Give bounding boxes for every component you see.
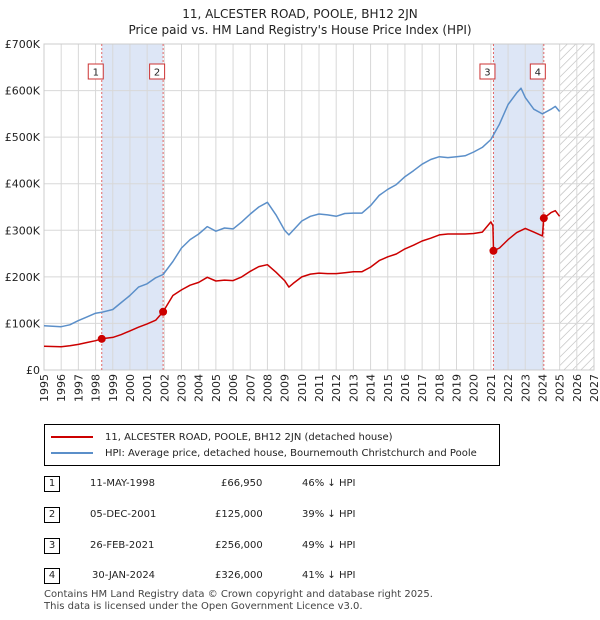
- x-tick-label: 2004: [193, 374, 206, 402]
- sale-label-number: 1: [93, 68, 99, 79]
- x-tick-label: 2015: [382, 374, 395, 402]
- x-tick-label: 1999: [107, 374, 120, 402]
- legend: 11, ALCESTER ROAD, POOLE, BH12 2JN (deta…: [44, 424, 500, 466]
- x-tick-label: 2014: [365, 374, 378, 402]
- x-tick-label: 1996: [55, 374, 68, 402]
- x-tick-label: 2019: [451, 374, 464, 402]
- transaction-date: 05-DEC-2001: [90, 509, 157, 520]
- x-tick-label: 2013: [347, 374, 360, 402]
- transaction-number: 4: [44, 568, 60, 584]
- y-tick-label: £300K: [5, 224, 41, 237]
- sale-point: [97, 334, 106, 343]
- x-tick-label: 2016: [399, 374, 412, 402]
- sale-period-band: [101, 44, 164, 370]
- legend-item-hpi: HPI: Average price, detached house, Bour…: [51, 445, 477, 461]
- x-tick-label: 2026: [571, 374, 584, 402]
- x-tick-label: 2007: [244, 374, 257, 402]
- x-tick-label: 2027: [588, 374, 600, 402]
- sale-label-box: [149, 63, 166, 80]
- transaction-number: 2: [44, 507, 60, 523]
- y-tick-label: £400K: [5, 178, 41, 191]
- y-tick-label: £100K: [5, 317, 41, 330]
- sale-label-box: [529, 63, 546, 80]
- transaction-hpi-diff: 41% ↓ HPI: [302, 570, 356, 581]
- x-tick-label: 2024: [536, 374, 549, 402]
- x-tick-label: 2017: [416, 374, 429, 402]
- chart-title: 11, ALCESTER ROAD, POOLE, BH12 2JN: [182, 7, 418, 21]
- transaction-date: 30-JAN-2024: [92, 570, 156, 581]
- legend-line-hpi: [51, 452, 93, 454]
- transaction-number: 1: [44, 476, 60, 492]
- legend-item-price: 11, ALCESTER ROAD, POOLE, BH12 2JN (deta…: [51, 429, 393, 445]
- legend-label-hpi: HPI: Average price, detached house, Bour…: [105, 447, 477, 459]
- legend-label-price: 11, ALCESTER ROAD, POOLE, BH12 2JN (deta…: [105, 431, 393, 443]
- transaction-date: 11-MAY-1998: [90, 478, 156, 489]
- x-tick-label: 2003: [176, 374, 189, 402]
- transaction-price: £125,000: [215, 509, 263, 520]
- x-tick-label: 2006: [227, 374, 240, 402]
- x-tick-label: 1997: [72, 374, 85, 402]
- transaction-price: £326,000: [215, 570, 263, 581]
- y-tick-label: £0: [26, 364, 40, 377]
- sale-label-number: 4: [535, 68, 541, 79]
- x-tick-label: 2011: [313, 374, 326, 402]
- transaction-price: £66,950: [221, 478, 263, 489]
- x-tick-label: 2010: [296, 374, 309, 402]
- y-tick-label: £600K: [5, 85, 41, 98]
- x-tick-label: 2012: [330, 374, 343, 402]
- footer-copyright: Contains HM Land Registry data © Crown c…: [44, 589, 433, 600]
- x-tick-label: 2009: [279, 374, 292, 402]
- sale-point: [489, 246, 498, 255]
- sale-point: [539, 214, 548, 223]
- x-tick-label: 2023: [519, 374, 532, 402]
- transaction-price: £256,000: [215, 540, 263, 551]
- x-tick-label: 2000: [124, 374, 137, 402]
- x-tick-label: 2005: [210, 374, 223, 402]
- chart-subtitle: Price paid vs. HM Land Registry's House …: [128, 23, 472, 37]
- x-tick-label: 2002: [158, 374, 171, 402]
- x-tick-label: 1995: [38, 374, 51, 402]
- transaction-number: 3: [44, 538, 60, 554]
- sale-label-box: [479, 63, 496, 80]
- hpi-series-line: [44, 87, 561, 328]
- footer: Contains HM Land Registry data © Crown c…: [44, 589, 433, 613]
- transaction-date: 26-FEB-2021: [90, 540, 155, 551]
- footer-licence: This data is licensed under the Open Gov…: [44, 601, 363, 612]
- price-paid-series-line: [44, 209, 561, 348]
- x-tick-label: 2020: [468, 374, 481, 402]
- x-tick-label: 2021: [485, 374, 498, 402]
- x-tick-label: 2018: [433, 374, 446, 402]
- sale-label-box: [87, 63, 104, 80]
- sale-label-number: 2: [154, 68, 160, 79]
- transaction-hpi-diff: 39% ↓ HPI: [302, 509, 356, 520]
- legend-line-price: [51, 436, 93, 438]
- x-tick-label: 1998: [90, 374, 103, 402]
- plot-frame: [43, 43, 595, 371]
- sale-label-number: 3: [484, 68, 490, 79]
- x-tick-label: 2008: [261, 374, 274, 402]
- sale-period-band: [493, 44, 544, 370]
- x-tick-label: 2025: [554, 374, 567, 402]
- x-tick-label: 2001: [141, 374, 154, 402]
- transaction-hpi-diff: 49% ↓ HPI: [302, 540, 356, 551]
- y-tick-label: £500K: [5, 131, 41, 144]
- transaction-hpi-diff: 46% ↓ HPI: [302, 478, 356, 489]
- sale-point: [159, 307, 168, 316]
- price-chart: £0 £100K £200K £300K £400K £500K £600K £700K 199…: [5, 38, 600, 402]
- x-tick-label: 2022: [502, 374, 515, 402]
- y-tick-label: £700K: [5, 38, 41, 51]
- y-tick-label: £200K: [5, 271, 41, 284]
